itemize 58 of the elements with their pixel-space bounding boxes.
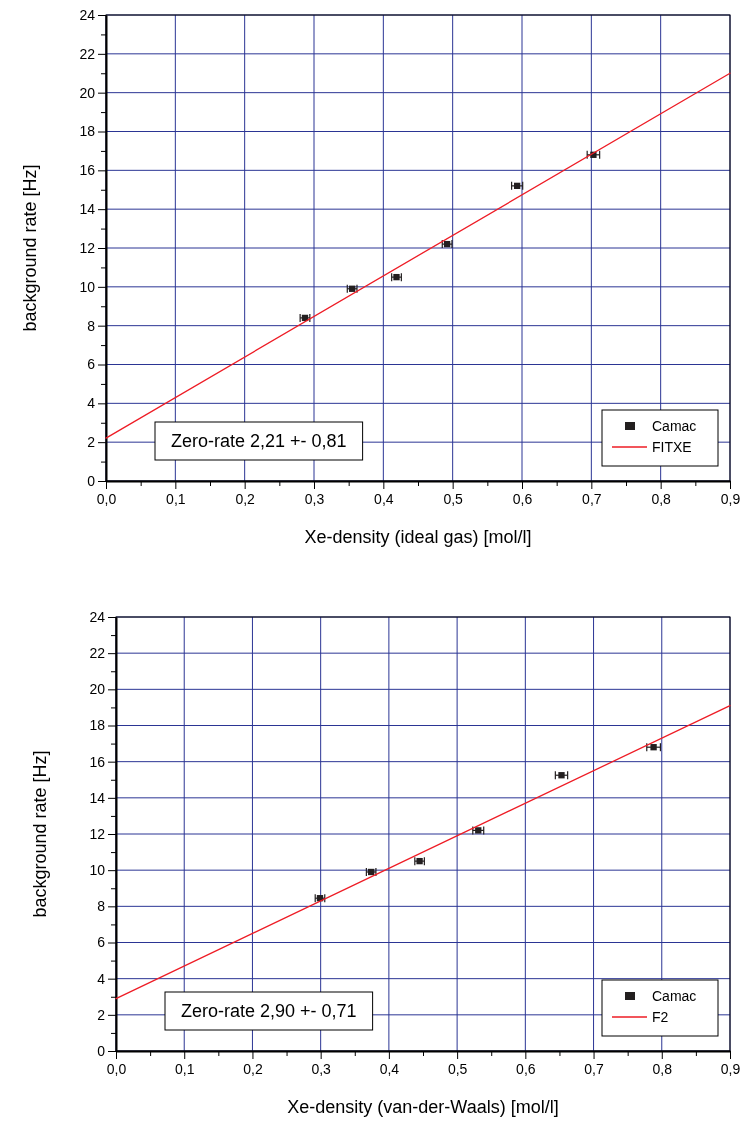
x-tick-label: 0,3	[304, 491, 325, 507]
x-tick-label: 0,1	[166, 491, 186, 507]
y-tick-label: 20	[79, 84, 96, 101]
y-tick-label: 4	[87, 395, 96, 412]
y-tick-label: 14	[89, 789, 106, 806]
x-tick-label: 0,7	[584, 1061, 604, 1077]
y-tick-label: 22	[89, 645, 106, 662]
y-tick-label: 18	[89, 717, 106, 734]
x-tick-label: 0,9	[720, 491, 741, 507]
x-tick-label: 0,6	[512, 491, 533, 507]
x-axis-title: Xe-density (ideal gas) [mol/l]	[304, 527, 532, 547]
x-tick-label: 0,2	[235, 491, 256, 507]
x-axis-title: Xe-density (van-der-Waals) [mol/l]	[287, 1097, 559, 1117]
y-tick-label: 8	[97, 898, 106, 915]
y-tick-label: 16	[79, 162, 96, 179]
y-tick-label: 0	[97, 1042, 106, 1059]
x-tick-label: 0,3	[311, 1061, 332, 1077]
y-tick-label: 18	[79, 123, 96, 140]
x-tick-label: 0,0	[96, 491, 117, 507]
x-tick-label: 0,7	[582, 491, 602, 507]
y-tick-label: 2	[97, 1006, 106, 1023]
y-axis-title: background rate [Hz]	[30, 750, 50, 918]
x-tick-label: 0,5	[447, 1061, 468, 1077]
y-tick-label: 16	[89, 753, 106, 770]
legend-label: Camac	[652, 418, 697, 434]
y-tick-label: 12	[89, 825, 106, 842]
x-tick-label: 0,4	[379, 1061, 400, 1077]
y-axis-title: background rate [Hz]	[20, 164, 40, 332]
x-tick-label: 0,0	[106, 1061, 127, 1077]
x-tick-label: 0,6	[516, 1061, 536, 1077]
y-tick-label: 10	[79, 278, 96, 295]
y-tick-label: 8	[87, 317, 96, 334]
y-tick-label: 2	[87, 434, 96, 451]
x-tick-label: 0,9	[720, 1061, 741, 1077]
legend-label: FITXE	[652, 439, 692, 455]
annotation: Zero-rate 2,21 +- 0,81	[171, 431, 347, 451]
y-tick-label: 14	[79, 201, 96, 218]
y-tick-label: 12	[79, 239, 96, 256]
x-tick-label: 0,2	[243, 1061, 263, 1077]
legend-label: F2	[652, 1009, 669, 1025]
x-tick-label: 0,4	[374, 491, 394, 507]
x-tick-label: 0,1	[174, 1061, 195, 1077]
legend-label: Camac	[652, 988, 697, 1004]
y-tick-label: 6	[97, 934, 106, 951]
x-tick-label: 0,8	[652, 1061, 673, 1077]
y-tick-label: 20	[89, 681, 106, 698]
point	[558, 772, 565, 779]
annotation: Zero-rate 2,90 +- 0,71	[181, 1001, 357, 1021]
y-tick-label: 22	[79, 45, 96, 62]
y-tick-label: 4	[97, 970, 106, 987]
y-tick-label: 0	[87, 472, 96, 489]
y-tick-label: 6	[87, 356, 96, 373]
y-tick-label: 10	[89, 862, 106, 879]
x-tick-label: 0,5	[443, 491, 464, 507]
point	[650, 744, 657, 751]
y-tick-label: 24	[79, 6, 96, 23]
y-tick-label: 24	[89, 608, 106, 625]
x-tick-label: 0,8	[651, 491, 672, 507]
